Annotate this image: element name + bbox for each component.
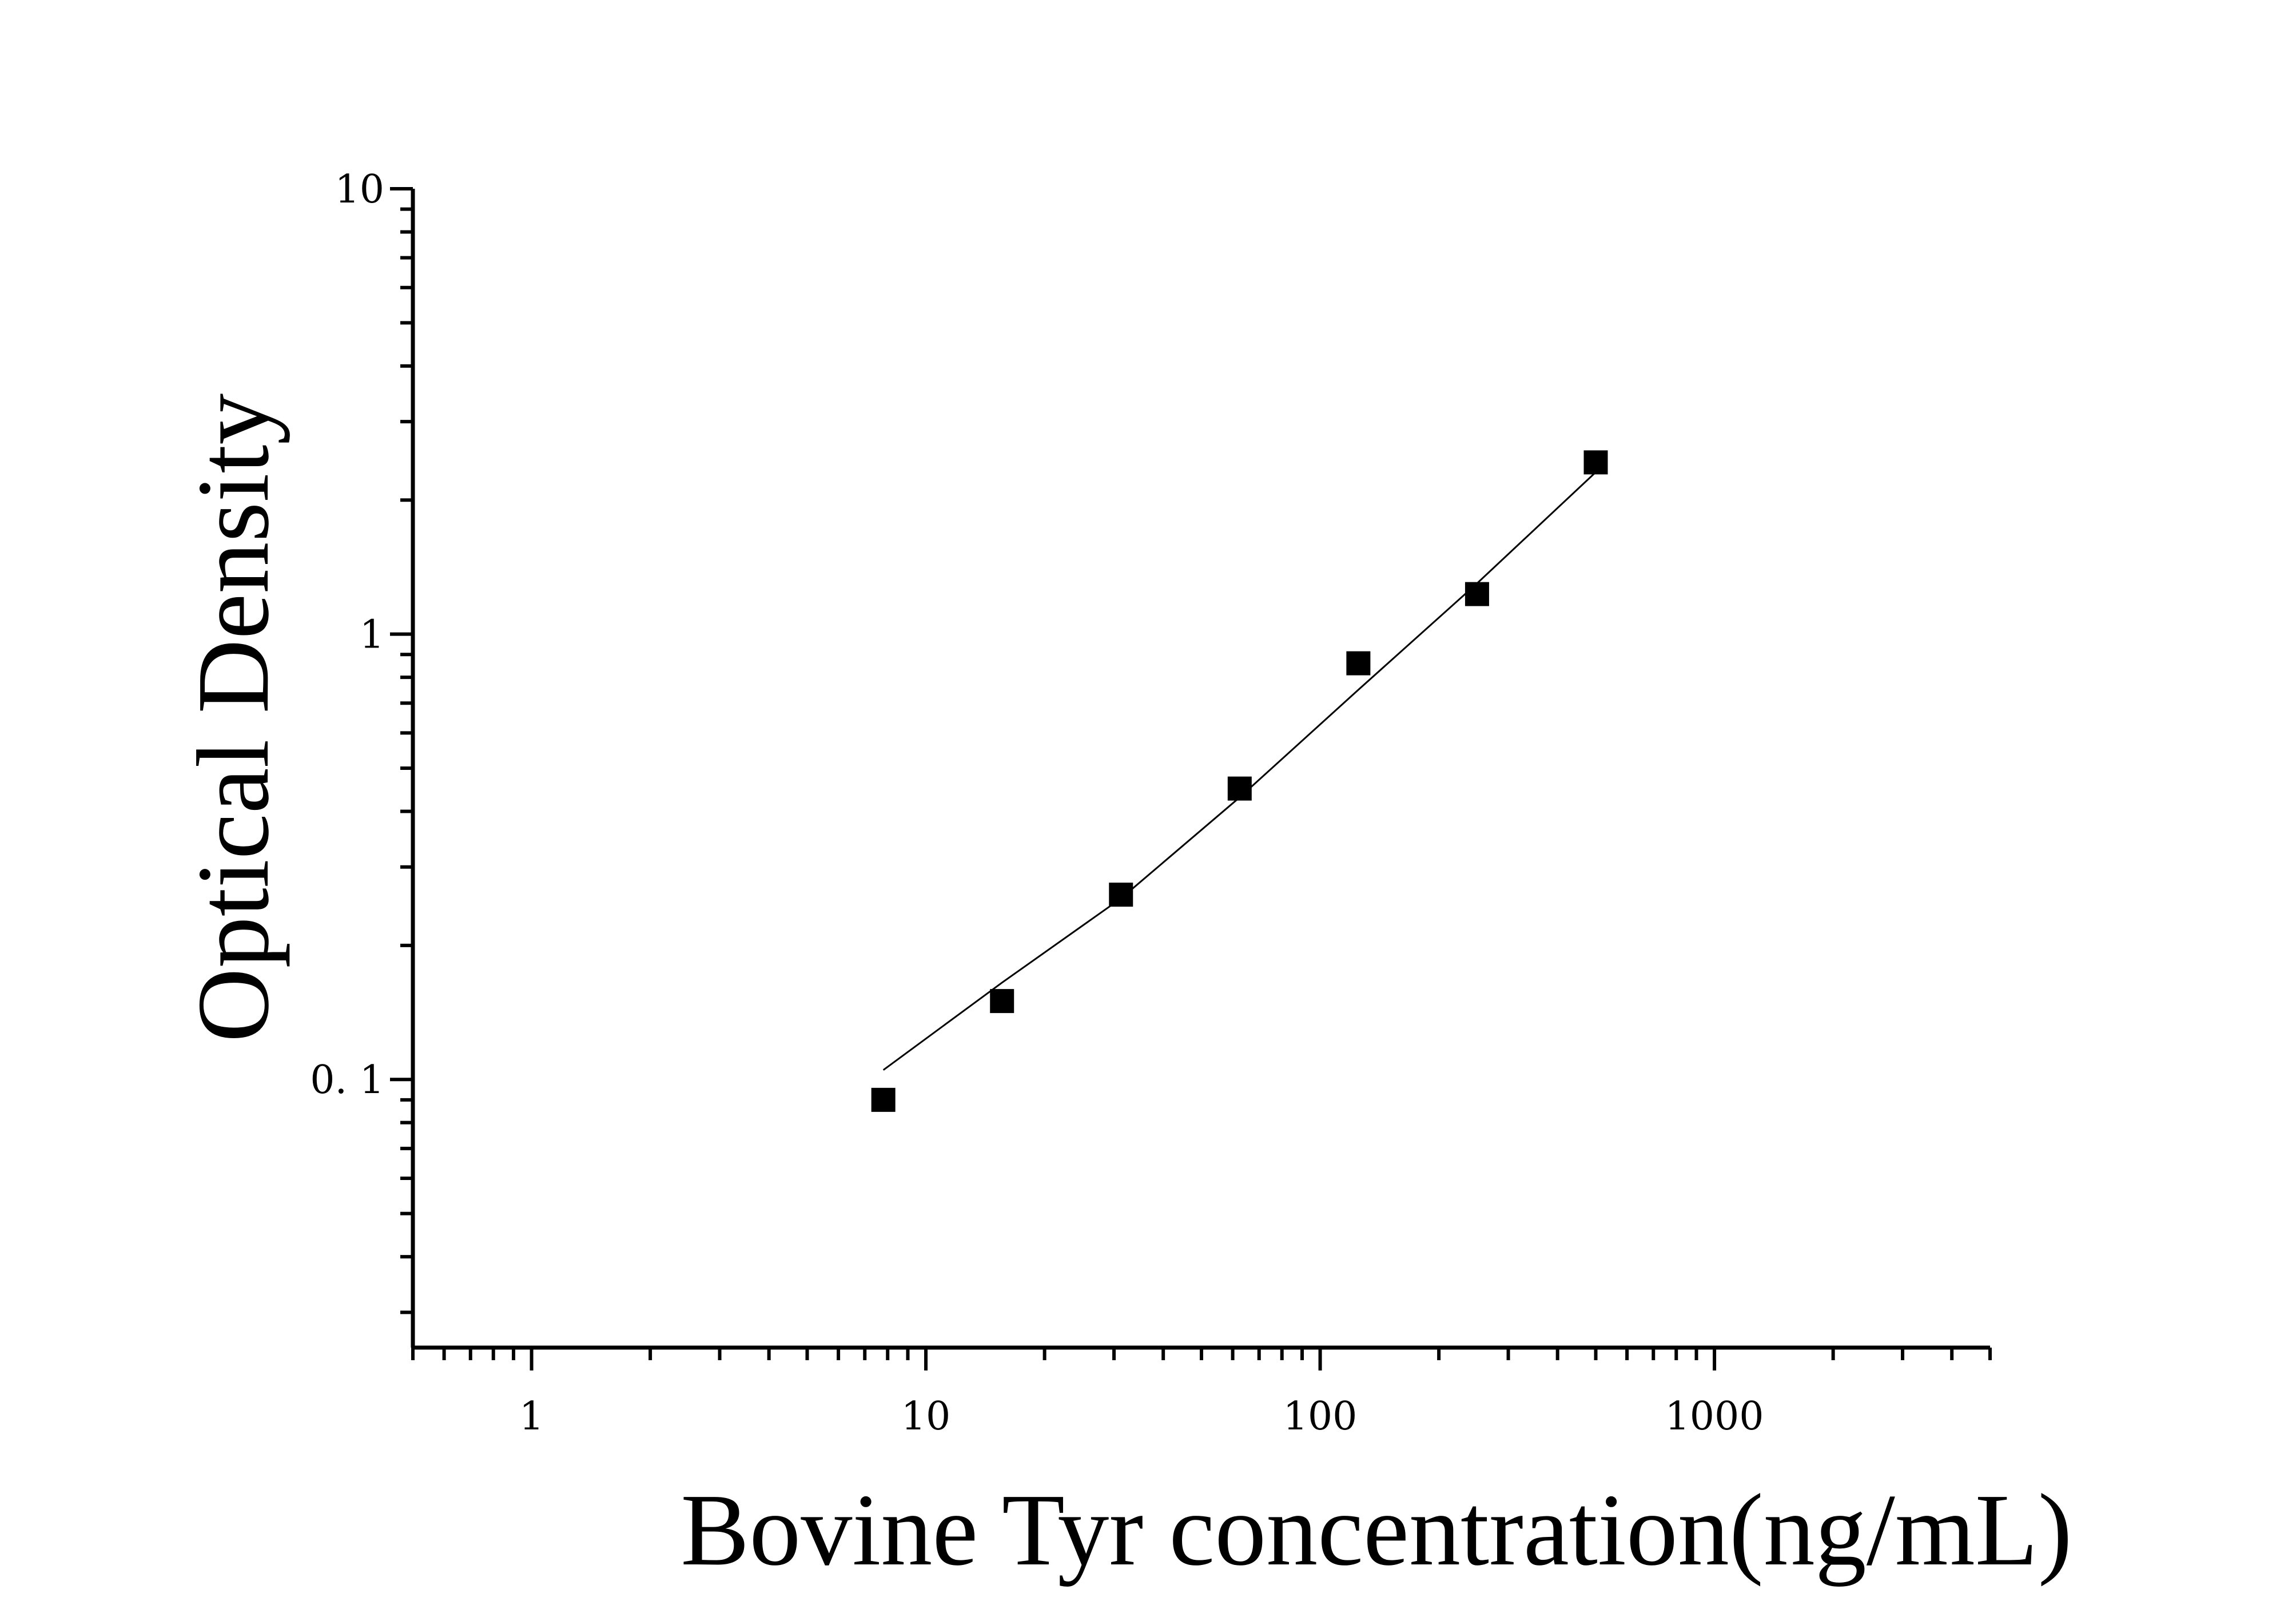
x-tick-label: 1000: [1665, 1394, 1764, 1439]
x-axis-title: Bovine Tyr concentration(ng/mL): [681, 1473, 2072, 1587]
data-point: [990, 989, 1014, 1014]
y-tick-label: 0. 1: [310, 1058, 384, 1103]
fit-curve-group: [882, 471, 1597, 1071]
data-point: [1227, 776, 1252, 801]
data-point: [1346, 651, 1371, 676]
tick-labels: 1 10 100 1000 0. 1 1 10: [310, 167, 1764, 1439]
x-tick-label: 1: [519, 1394, 544, 1439]
y-tick-label: 10: [335, 167, 384, 212]
data-point: [871, 1087, 896, 1112]
data-point: [1109, 883, 1133, 907]
x-tick-label: 10: [901, 1394, 951, 1439]
x-tick-label: 100: [1283, 1394, 1358, 1439]
data-points: [871, 450, 1608, 1112]
y-axis-title: Optical Density: [176, 394, 290, 1043]
data-point: [1583, 450, 1608, 475]
axes: [390, 187, 1992, 1370]
y-tick-label: 1: [360, 613, 384, 658]
data-point: [1465, 582, 1489, 606]
fit-curve: [882, 471, 1597, 1071]
